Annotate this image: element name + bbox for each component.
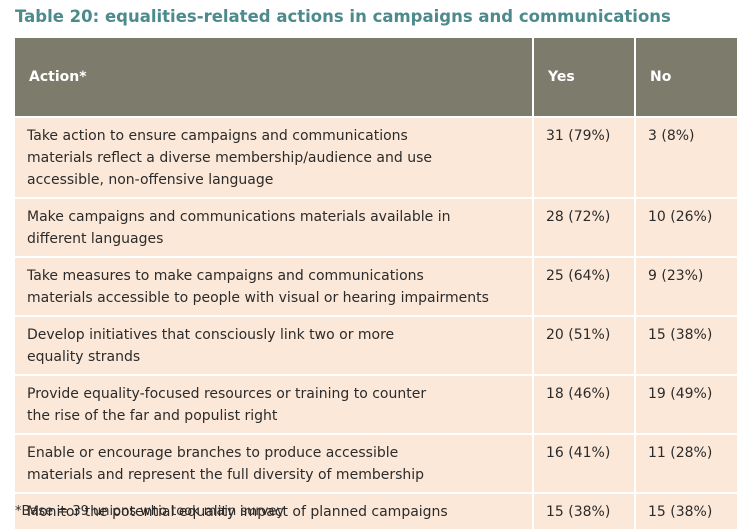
table-row: Provide equality-focused resources or tr… [15,374,737,434]
header-row: Action* Yes No [15,38,737,117]
no-cell: 11 (28%) [635,433,737,493]
table-title: Table 20: equalities-related actions in … [15,7,671,26]
action-cell: Develop initiatives that consciously lin… [15,315,534,375]
action-cell: Monitor the potential equality impact of… [15,492,534,529]
header-cell: Action* [15,38,534,117]
action-line: different languages [27,231,164,247]
table-row: Make campaigns and communications materi… [15,197,737,257]
table: Action* Yes No Take action to ensure campa… [15,38,737,529]
action-line: the rise of the far and populist right [27,408,278,424]
table-row: Monitor the potential equality impact of… [15,492,737,529]
yes-cell: 16 (41%) [533,433,636,493]
header-cell: No [635,38,737,117]
no-cell: 9 (23%) [635,256,737,316]
action-line: Enable or encourage branches to produce … [27,445,399,461]
action-cell: Provide equality-focused resources or tr… [15,374,534,434]
action-cell: Make campaigns and communications materi… [15,197,534,257]
table-row: Take action to ensure campaigns and comm… [15,116,737,198]
yes-cell: 18 (46%) [533,374,636,434]
action-cell: Take measures to make campaigns and comm… [15,256,534,316]
no-cell: 15 (38%) [635,315,737,375]
footnote: *Base = 39 unions who took main survey [15,504,285,519]
action-line: Develop initiatives that consciously lin… [27,327,395,343]
table-row: Enable or encourage branches to produce … [15,433,737,493]
action-line: Make campaigns and communications materi… [27,209,451,225]
action-line: Take measures to make campaigns and comm… [27,268,424,284]
action-line: materials accessible to people with visu… [27,290,489,306]
action-line: Provide equality-focused resources or tr… [27,386,427,402]
no-cell: 19 (49%) [635,374,737,434]
table-row: Develop initiatives that consciously lin… [15,315,737,375]
no-cell: 10 (26%) [635,197,737,257]
yes-cell: 28 (72%) [533,197,636,257]
action-line: Monitor the potential equality impact of… [27,504,448,520]
no-cell: 15 (38%) [635,492,737,529]
yes-cell: 25 (64%) [533,256,636,316]
table-body: Take action to ensure campaigns and comm… [15,116,737,529]
table-row: Take measures to make campaigns and comm… [15,256,737,316]
no-cell: 3 (8%) [635,116,737,198]
action-line: Take action to ensure campaigns and comm… [27,128,408,144]
action-line: materials reflect a diverse membership/a… [27,150,432,166]
yes-cell: 20 (51%) [533,315,636,375]
action-line: equality strands [27,349,141,365]
action-line: materials and represent the full diversi… [27,467,425,483]
action-cell: Enable or encourage branches to produce … [15,433,534,493]
action-cell: Take action to ensure campaigns and comm… [15,116,534,198]
yes-cell: 31 (79%) [533,116,636,198]
header-cell: Yes [533,38,636,117]
yes-cell: 15 (38%) [533,492,636,529]
action-line: accessible, non-offensive language [27,172,274,188]
